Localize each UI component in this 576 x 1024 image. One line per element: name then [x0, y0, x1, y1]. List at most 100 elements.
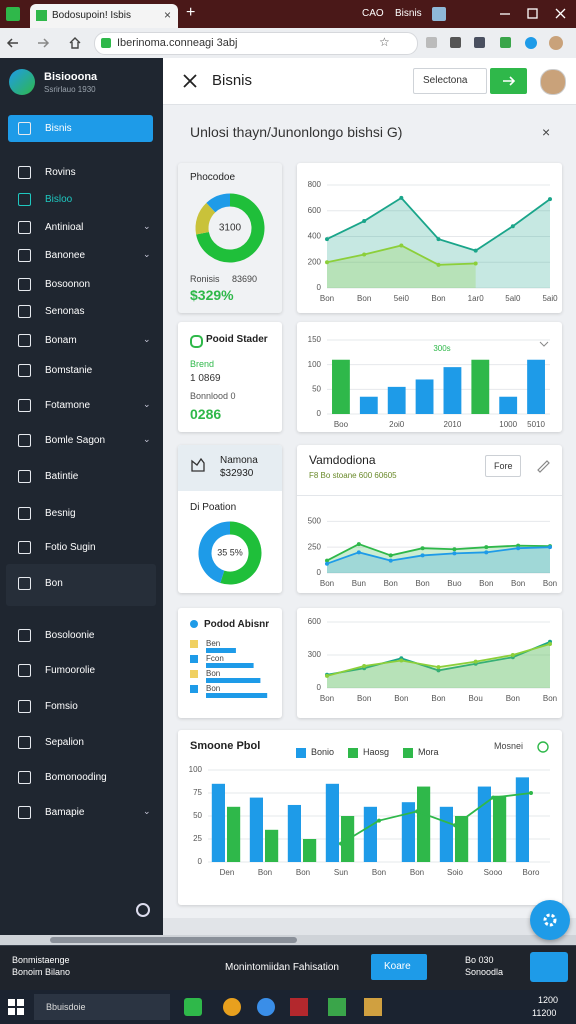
new-tab[interactable]: +	[186, 4, 196, 21]
button-label: Koare	[384, 961, 411, 972]
dropdown[interactable]: Mosnei	[494, 741, 524, 751]
bar	[401, 802, 415, 862]
chevron[interactable]	[539, 341, 549, 347]
card-head	[297, 445, 562, 496]
window-controls[interactable]	[490, 0, 576, 28]
point	[548, 642, 552, 646]
chevron: ⌄	[143, 221, 151, 231]
nav-icon	[18, 771, 31, 784]
chart-title: Smoone Pbol	[190, 740, 261, 752]
nav-item[interactable]: Bosoloonie	[45, 630, 95, 641]
bar	[415, 379, 434, 414]
nav-item[interactable]: Bisnis	[45, 123, 72, 134]
star-icon[interactable]: ☆	[379, 35, 390, 49]
y-tick-label: 200	[308, 257, 322, 266]
dismiss[interactable]: ×	[542, 124, 551, 140]
area-fill	[327, 644, 550, 688]
bar	[387, 386, 406, 414]
nav-item[interactable]: Antinioal	[45, 222, 84, 233]
nav-item[interactable]: Bosoonon	[45, 279, 91, 290]
fab[interactable]	[530, 900, 570, 940]
taskbar-apps[interactable]	[180, 992, 390, 1022]
nav-item[interactable]: Rovins	[45, 167, 76, 178]
control-label[interactable]: CAO	[362, 8, 384, 19]
tab-close[interactable]: ×	[164, 8, 172, 22]
bar	[527, 359, 545, 414]
nav-item[interactable]: Fotio Sugin	[45, 542, 96, 553]
arrow-icon	[503, 76, 516, 86]
status-icon	[190, 335, 203, 348]
x-tick-label: Sooo	[484, 868, 503, 877]
nav-item[interactable]: Bonam	[45, 335, 77, 346]
nav-item[interactable]: Bomle Sagon	[45, 435, 106, 446]
row-icon	[190, 670, 198, 678]
start-button[interactable]	[8, 999, 24, 1015]
row-icon	[190, 640, 198, 648]
row-label: Ben	[206, 639, 220, 648]
nav-item[interactable]: Bon	[45, 578, 63, 589]
nav-item[interactable]: Besnig	[45, 508, 76, 519]
x-tick-label: Bon	[415, 579, 429, 588]
point	[362, 664, 367, 668]
edit-icon[interactable]	[535, 457, 551, 473]
taskbar-search[interactable]: Bbuisdoie	[34, 994, 170, 1020]
donut-card: Namona $32930 Di Poation 35 5%	[178, 445, 282, 593]
chevron: ⌄	[143, 334, 151, 344]
point	[362, 252, 367, 257]
status-text: Bonmistaenge	[12, 955, 70, 965]
nav-icon	[18, 541, 31, 554]
y-tick-label: 500	[308, 516, 322, 525]
refresh-icon[interactable]	[536, 740, 550, 754]
filter-button[interactable]: Fore	[485, 455, 521, 477]
nav-item[interactable]: Sepalion	[45, 737, 84, 748]
card-title: Namona	[220, 455, 258, 466]
chevron: ⌄	[143, 806, 151, 816]
chart-card: Smoone Pbol Bonio Haosg Mora Mosnei 0 25 50 7…	[178, 730, 562, 905]
nav-item[interactable]: Senonas	[45, 306, 85, 317]
y-tick-label: 50	[193, 811, 202, 820]
tab[interactable]: Bodosupoin! Isbis ×	[30, 4, 178, 28]
status-action[interactable]	[530, 952, 568, 982]
url-field[interactable]: Iberinoma.conneagi 3abj ☆	[94, 32, 418, 55]
y-tick-label: 600	[308, 617, 322, 626]
point	[548, 197, 552, 202]
card-title: Phocodoe	[190, 172, 236, 183]
legend-item: Haosg	[348, 747, 389, 758]
chevron: ⌄	[143, 399, 151, 409]
status-center[interactable]: Monintomiidan Fahisation	[225, 962, 339, 973]
status-button[interactable]: Koare	[371, 954, 427, 980]
nav-item[interactable]: Bomonooding	[45, 772, 107, 783]
extension-icons[interactable]	[420, 28, 576, 58]
nav-icon	[18, 278, 31, 291]
bar	[471, 359, 490, 414]
x-tick-label: Buo	[447, 579, 462, 588]
nav-item[interactable]: Batintie	[45, 471, 79, 482]
bar	[265, 829, 279, 862]
nav-item[interactable]: Fotamone	[45, 400, 91, 411]
label: Brend	[190, 359, 215, 369]
nav-icon	[18, 736, 31, 749]
total: $329%	[190, 287, 234, 303]
x-tick-label: Boro	[523, 868, 540, 877]
nav-buttons[interactable]	[0, 28, 92, 58]
nav-item[interactable]: Bamapie	[45, 807, 85, 818]
point	[356, 550, 361, 555]
chart-subtitle: F8 Bo stoane 600 60605	[309, 471, 397, 480]
bar	[359, 396, 378, 414]
settings-icon[interactable]	[134, 901, 152, 919]
nav-item[interactable]: Bisloo	[45, 194, 73, 205]
go-button[interactable]	[490, 68, 527, 94]
h-scroll-thumb[interactable]	[50, 937, 297, 943]
nav-item[interactable]: Bomstanie	[45, 365, 93, 376]
control-label[interactable]: Bisnis	[395, 8, 422, 19]
nav-item[interactable]: Fomsio	[45, 701, 78, 712]
nav-icon	[18, 399, 31, 412]
donut-segment	[196, 193, 265, 263]
search-box[interactable]: Selectona	[413, 68, 487, 94]
x-tick-label: Boo	[334, 420, 349, 429]
nav-item[interactable]: Fumoorolie	[45, 665, 96, 676]
avatar[interactable]	[540, 69, 566, 95]
profile-icon[interactable]	[432, 7, 446, 21]
close-icon[interactable]	[182, 73, 198, 89]
nav-item[interactable]: Banonee	[45, 250, 86, 261]
